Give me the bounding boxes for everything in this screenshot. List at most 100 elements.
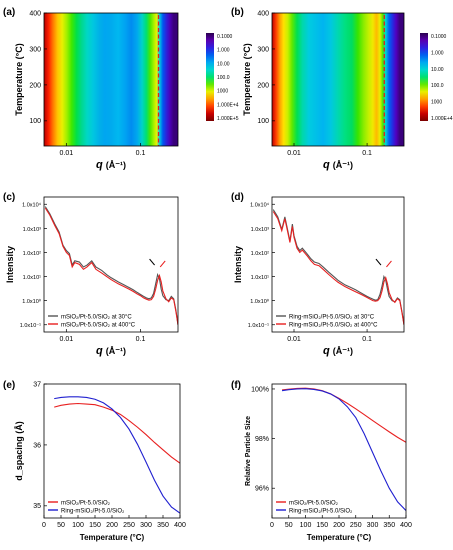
x-tick-label: 350 xyxy=(157,522,169,529)
heatmap-field xyxy=(272,13,404,146)
colorbar-label: 10.00 xyxy=(217,61,230,67)
series-group xyxy=(54,396,180,514)
x-axis-symbol: q xyxy=(323,345,333,357)
y-tick-label: 1.0x10⁻¹ xyxy=(20,323,41,329)
axes-frame xyxy=(43,196,179,333)
colorbar-label: 0.1000 xyxy=(431,34,447,40)
colorbar xyxy=(420,33,428,121)
y-tick-label: 98% xyxy=(255,436,269,443)
peak-arrow-400 xyxy=(386,260,392,268)
y-tick-label: 100% xyxy=(251,386,269,393)
y-tick-label: 1.0x10⁻¹ xyxy=(248,323,269,329)
panel-label: (d) xyxy=(231,192,244,203)
x-tick-label: 0.01 xyxy=(60,336,74,343)
peak-arrow-30 xyxy=(149,258,156,266)
panel-b: (b) 0.1000 1.000 10.00 100.0 1000 1.000E+4 0.01… xyxy=(231,7,453,171)
x-tick-label: 100 xyxy=(72,522,84,529)
colorbar-label: 100.0 xyxy=(217,75,230,81)
x-axis-label: q (Å⁻¹) xyxy=(96,345,126,357)
series-group xyxy=(281,387,406,511)
panel-e: (e) mSiO₂/Pt-5.0/SiO₂ Ring-mSiO₂/Pt-5.0/Si… xyxy=(3,380,186,542)
panel-f: (f) mSiO₂/Pt-5.0/SiO₂ Ring-mSiO₂/Pt-5.0/Si… xyxy=(231,380,412,542)
x-tick-label: 50 xyxy=(57,522,65,529)
legend-label: mSiO₂/Pt-5.0/SiO₂ xyxy=(289,500,339,506)
x-tick-label: 0.1 xyxy=(136,336,146,343)
y-tick-label: 35 xyxy=(33,503,41,510)
y-tick-label: 1.0x10⁴ xyxy=(22,202,42,209)
y-axis-label: Temperature (°C) xyxy=(242,43,252,115)
x-tick-label: 0.01 xyxy=(60,150,74,157)
y-axis-label: d_spacing (Å) xyxy=(14,421,24,481)
x-tick-label: 0.01 xyxy=(287,150,301,157)
x-axis-unit: (Å⁻¹) xyxy=(106,346,126,356)
y-tick-label: 100 xyxy=(29,118,41,125)
x-axis-label: Temperature (°C) xyxy=(80,533,145,542)
colorbar-label: 1.000E+4 xyxy=(431,116,453,122)
x-tick-label: 100 xyxy=(300,522,312,529)
x-tick-label: 0.1 xyxy=(136,150,146,157)
colorbar-label: 0.1000 xyxy=(217,34,233,40)
x-tick-label: 0.1 xyxy=(362,336,372,343)
colorbar-label: 1000 xyxy=(431,100,442,106)
panel-label: (a) xyxy=(3,7,15,18)
y-tick-label: 1.0x10¹ xyxy=(251,275,270,281)
panel-d: (d) Ring-mSiO₂/Pt-5.0/SiO₂ at 30°C Ring-mS… xyxy=(231,192,405,357)
panel-c: (c) mSiO₂/Pt-5.0/SiO₂ at 30°C mSiO₂/Pt-5.0… xyxy=(3,192,179,357)
heatmap-field xyxy=(44,13,178,146)
legend-label: mSiO₂/Pt-5.0/SiO₂ at 400°C xyxy=(61,322,136,328)
y-tick-label: 1.0x10⁰ xyxy=(22,298,42,305)
x-axis-unit: (Å⁻¹) xyxy=(106,160,126,170)
x-axis-symbol: q xyxy=(323,159,333,171)
x-tick-label: 0.1 xyxy=(362,150,372,157)
axes-frame xyxy=(271,196,405,333)
y-tick-label: 1.0x10⁰ xyxy=(250,298,270,305)
x-tick-label: 250 xyxy=(123,522,135,529)
x-tick-label: 0 xyxy=(42,522,46,529)
y-tick-label: 200 xyxy=(257,82,269,89)
x-tick-label: 150 xyxy=(316,522,328,529)
y-axis-label: Intensity xyxy=(5,246,15,283)
x-tick-label: 200 xyxy=(106,522,118,529)
y-tick-label: 96% xyxy=(255,486,269,493)
x-tick-label: 250 xyxy=(350,522,362,529)
legend-label: Ring-mSiO₂/Pt-5.0/SiO₂ xyxy=(289,508,353,514)
colorbar-label: 1.000 xyxy=(217,48,230,54)
y-tick-label: 200 xyxy=(29,82,41,89)
x-axis-symbol: q xyxy=(96,159,106,171)
x-axis-label: Temperature (°C) xyxy=(307,533,372,542)
y-tick-label: 100 xyxy=(257,118,269,125)
panel-label: (c) xyxy=(3,192,15,203)
plot-area xyxy=(272,197,404,332)
series-group xyxy=(272,209,404,325)
y-axis-label: Intensity xyxy=(233,246,243,283)
x-axis-unit: (Å⁻¹) xyxy=(333,160,353,170)
colorbar-label: 10.00 xyxy=(431,67,444,73)
legend-label: Ring-mSiO₂/Pt-5.0/SiO₂ at 400°C xyxy=(289,322,378,328)
legend-label: Ring-mSiO₂/Pt-5.0/SiO₂ at 30°C xyxy=(289,314,375,320)
x-tick-label: 0.01 xyxy=(287,336,301,343)
peak-arrow-30 xyxy=(375,258,382,266)
plot-area xyxy=(44,197,178,332)
legend-label: mSiO₂/Pt-5.0/SiO₂ at 30°C xyxy=(61,314,132,320)
x-tick-label: 200 xyxy=(333,522,345,529)
y-tick-label: 1.0x10⁴ xyxy=(250,202,270,209)
panel-a: (a) 0.1000 1.000 10.00 100.0 1000 1.000E+4 1.00… xyxy=(3,7,239,171)
axes-frame xyxy=(43,12,179,147)
colorbar-label: 1.000E+5 xyxy=(217,116,239,122)
series-line-1 xyxy=(44,207,178,325)
panel-label: (f) xyxy=(231,380,241,391)
y-tick-label: 400 xyxy=(29,10,41,17)
series-group xyxy=(44,206,178,325)
x-tick-label: 0 xyxy=(270,522,274,529)
series-line-1 xyxy=(281,388,406,511)
y-axis-label: Temperature (°C) xyxy=(14,43,24,115)
plot-area xyxy=(44,384,180,518)
axes-frame xyxy=(271,12,405,147)
x-axis-symbol: q xyxy=(96,345,106,357)
x-tick-label: 150 xyxy=(89,522,101,529)
x-tick-label: 300 xyxy=(140,522,152,529)
y-tick-label: 1.0x10³ xyxy=(23,227,42,233)
y-tick-label: 1.0x10¹ xyxy=(23,275,42,281)
series-line-0 xyxy=(54,402,180,464)
